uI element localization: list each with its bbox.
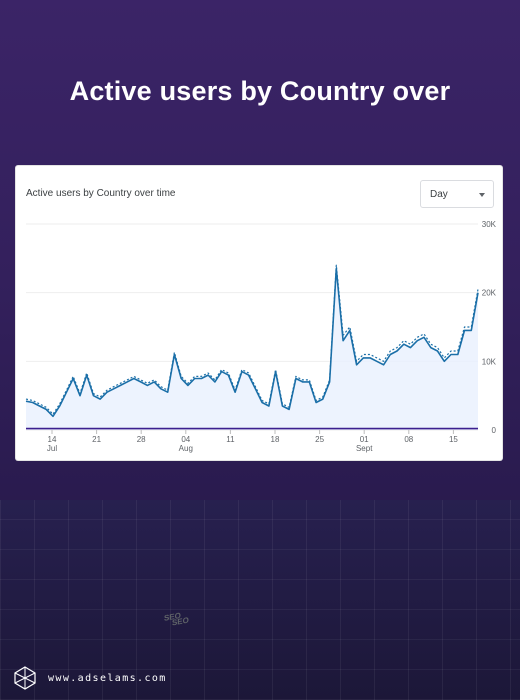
background-grid: [0, 500, 520, 700]
y-tick-label: 0: [492, 426, 497, 435]
chart-title: Active users by Country over time: [26, 188, 176, 199]
page-headline: Active users by Country over: [69, 76, 451, 106]
y-tick-label: 20K: [482, 289, 497, 298]
x-tick-label: 04: [181, 435, 190, 444]
seo-3d-text: SEO SEO: [150, 500, 400, 650]
granularity-dropdown[interactable]: Day: [420, 180, 494, 208]
website-url[interactable]: www.adselams.com: [48, 672, 167, 684]
x-tick-label: 11: [226, 435, 235, 444]
series-area: [26, 268, 478, 430]
x-tick-label: 14: [48, 435, 57, 444]
x-tick-sublabel: Jul: [47, 444, 57, 453]
seo-shadow: SEO: [172, 616, 189, 628]
series-line-comparison: [25, 264, 479, 415]
adselams-logo-icon: [14, 666, 36, 690]
x-tick-label: 08: [404, 435, 413, 444]
caret-down-icon: [479, 193, 485, 197]
x-tick-label: 28: [137, 435, 146, 444]
dropdown-value: Day: [430, 189, 448, 200]
seo-face: SEO: [164, 611, 181, 623]
x-tick-label: 15: [449, 435, 458, 444]
x-tick-sublabel: Aug: [179, 444, 193, 453]
footer: www.adselams.com: [12, 664, 167, 692]
x-tick-label: 01: [360, 435, 369, 444]
x-tick-label: 25: [315, 435, 324, 444]
x-tick-sublabel: Sept: [356, 444, 373, 453]
x-tick-label: 18: [271, 435, 280, 444]
y-tick-label: 10K: [482, 357, 497, 366]
y-tick-label: 30K: [482, 220, 497, 229]
series-line-current: [25, 267, 479, 418]
x-tick-label: 21: [92, 435, 101, 444]
